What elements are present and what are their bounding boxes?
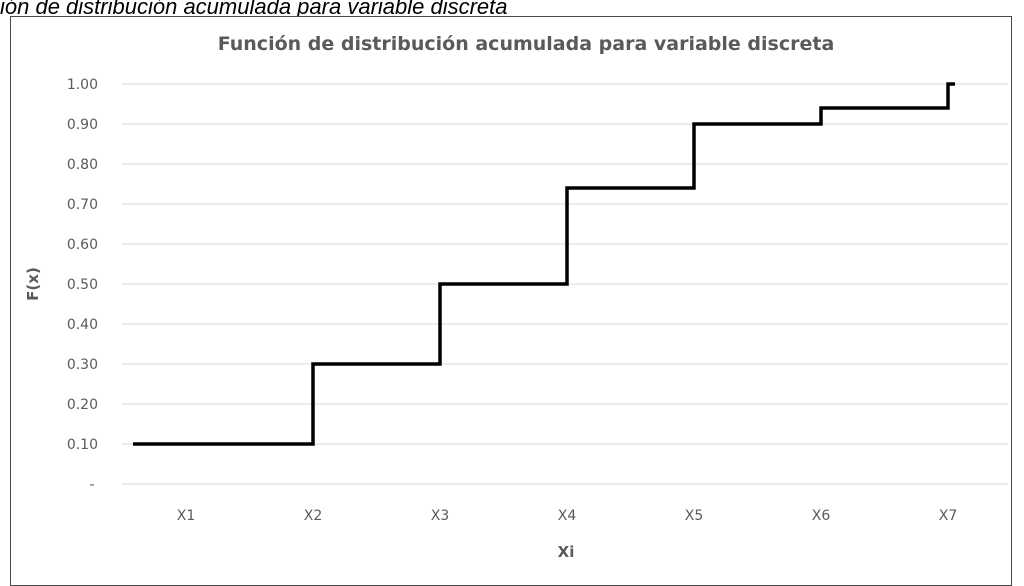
x-tick-label: X3 bbox=[431, 508, 450, 524]
x-tick-label: X1 bbox=[177, 508, 196, 524]
chart-frame bbox=[10, 16, 1012, 586]
series-line bbox=[133, 82, 955, 446]
y-tick-label: 0.10 bbox=[67, 437, 98, 453]
figure-caption: ión de distribución acumulada para varia… bbox=[0, 0, 508, 18]
x-tick-label: X2 bbox=[304, 508, 323, 524]
y-tick-label: 0.20 bbox=[67, 397, 98, 413]
x-axis-label: Xi bbox=[558, 543, 575, 561]
y-tick-label: 0.90 bbox=[67, 117, 98, 133]
y-tick-label: 0.40 bbox=[67, 317, 98, 333]
y-axis-label: F(x) bbox=[24, 267, 42, 301]
chart-title: Función de distribución acumulada para v… bbox=[218, 33, 835, 55]
x-tick-label: X5 bbox=[685, 508, 704, 524]
y-tick-label: 0.80 bbox=[67, 157, 98, 173]
x-tick-label: X4 bbox=[558, 508, 577, 524]
x-tick-label: X6 bbox=[812, 508, 831, 524]
x-tick-labels: X1 X2 X3 X4 X5 X6 X7 bbox=[177, 508, 958, 524]
y-tick-label: 1.00 bbox=[67, 77, 98, 93]
y-tick-labels: - 0.10 0.20 0.30 0.40 0.50 0.60 0.70 0.80 0.90 1.0… bbox=[67, 77, 98, 493]
y-tick-label: - bbox=[89, 477, 94, 493]
grid-lines bbox=[122, 83, 1008, 485]
y-tick-label: 0.30 bbox=[67, 357, 98, 373]
y-tick-label: 0.50 bbox=[67, 277, 98, 293]
y-tick-label: 0.60 bbox=[67, 237, 98, 253]
y-tick-label: 0.70 bbox=[67, 197, 98, 213]
x-tick-label: X7 bbox=[939, 508, 958, 524]
cdf-step-line bbox=[133, 82, 955, 446]
